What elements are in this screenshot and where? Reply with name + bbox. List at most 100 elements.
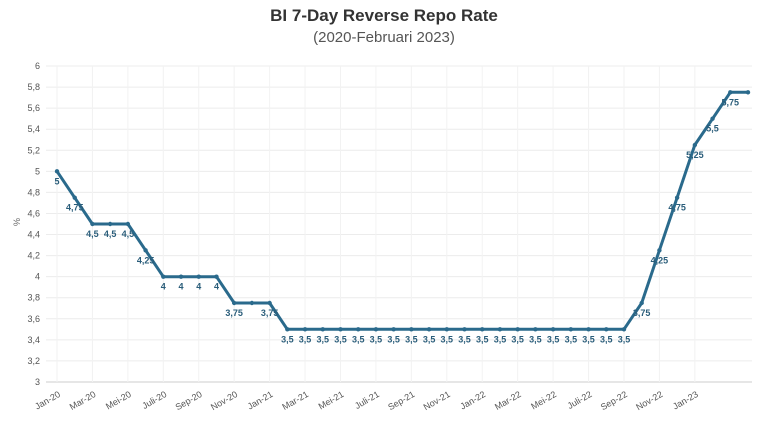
data-point bbox=[409, 327, 414, 332]
data-label: 3,5 bbox=[476, 334, 489, 344]
x-tick-label: Nov-21 bbox=[422, 389, 452, 412]
data-point bbox=[178, 274, 184, 279]
data-label: 4,5 bbox=[104, 229, 117, 239]
data-point bbox=[426, 327, 432, 332]
x-tick-label: Sep-21 bbox=[386, 389, 416, 412]
data-point bbox=[745, 90, 751, 95]
data-point bbox=[692, 142, 698, 148]
data-point bbox=[497, 327, 503, 332]
data-label: 4,75 bbox=[66, 203, 84, 213]
data-label: 4,25 bbox=[137, 255, 155, 265]
y-tick-label: 3,8 bbox=[27, 293, 40, 303]
y-tick-label: 4,8 bbox=[27, 187, 40, 197]
x-tick-label: Jan-23 bbox=[671, 389, 700, 411]
data-label: 4 bbox=[214, 282, 219, 292]
data-label: 3,5 bbox=[511, 334, 524, 344]
data-label: 3,5 bbox=[582, 334, 595, 344]
data-label: 3,5 bbox=[423, 334, 436, 344]
data-point bbox=[107, 221, 113, 227]
data-point bbox=[267, 300, 272, 306]
data-point bbox=[710, 116, 715, 121]
y-tick-label: 3,4 bbox=[27, 335, 40, 345]
data-point bbox=[54, 169, 60, 174]
x-tick-label: Nov-22 bbox=[634, 389, 664, 412]
data-point bbox=[143, 248, 148, 253]
x-tick-label: Jan-20 bbox=[33, 389, 62, 411]
y-tick-label: 3 bbox=[35, 377, 40, 387]
data-labels: 5 4,75 4,5 4,5 4,5 4,25 4 4 4 4 3,75 3,75 3,5 3,5 3,5 3… bbox=[54, 97, 739, 344]
x-tick-label: Mei-21 bbox=[317, 389, 346, 411]
data-point bbox=[480, 327, 485, 332]
data-label: 3,75 bbox=[633, 308, 651, 318]
y-tick-labels: 3 3,2 3,4 3,6 3,8 4 4,2 4,4 4,6 4,8 5 5,2 5,4 5,6 5,8 6 bbox=[27, 61, 40, 387]
chart-subtitle: (2020-Februari 2023) bbox=[313, 29, 455, 46]
data-label: 3,5 bbox=[387, 334, 400, 344]
data-point bbox=[302, 327, 308, 332]
data-point bbox=[231, 300, 237, 306]
y-tick-label: 5,6 bbox=[27, 103, 40, 113]
data-label: 4 bbox=[196, 282, 201, 292]
y-tick-label: 4,6 bbox=[27, 208, 40, 218]
data-label: 4,5 bbox=[86, 229, 99, 239]
data-point bbox=[320, 327, 325, 332]
data-label: 4,75 bbox=[668, 203, 686, 213]
y-tick-label: 4 bbox=[35, 272, 40, 282]
data-point bbox=[125, 221, 131, 227]
data-point bbox=[285, 327, 290, 332]
data-label: 4,5 bbox=[122, 229, 135, 239]
series-line bbox=[55, 90, 748, 331]
y-tick-label: 3,2 bbox=[27, 356, 40, 366]
data-point bbox=[90, 221, 95, 227]
data-label: 3,5 bbox=[299, 334, 312, 344]
data-label: 3,5 bbox=[494, 334, 507, 344]
x-tick-label: Mei-22 bbox=[529, 389, 558, 411]
data-point bbox=[604, 327, 609, 332]
data-label: 5 bbox=[54, 176, 59, 186]
data-points bbox=[54, 90, 751, 332]
data-label: 3,5 bbox=[618, 334, 631, 344]
x-tick-labels: Jan-20 Mar-20 Mei-20 Juli-20 Sep-20 Nov-20 Jan… bbox=[33, 389, 700, 412]
data-label: 3,5 bbox=[370, 334, 383, 344]
y-tick-label: 5,8 bbox=[27, 82, 40, 92]
data-label: 3,5 bbox=[529, 334, 542, 344]
data-label: 3,5 bbox=[458, 334, 471, 344]
x-tick-label: Mar-20 bbox=[68, 389, 98, 412]
x-tick-label: Sep-22 bbox=[599, 389, 629, 412]
data-label: 3,5 bbox=[334, 334, 347, 344]
x-tick-label: Mar-22 bbox=[493, 389, 523, 412]
data-point bbox=[196, 274, 201, 279]
data-point bbox=[515, 327, 520, 332]
data-label: 3,5 bbox=[405, 334, 418, 344]
data-point bbox=[161, 274, 166, 279]
x-tick-label: Juli-21 bbox=[353, 389, 381, 411]
x-tick-label: Jan-21 bbox=[246, 389, 275, 411]
y-tick-label: 4,2 bbox=[27, 251, 40, 261]
chart-title: BI 7-Day Reverse Repo Rate bbox=[270, 6, 498, 25]
data-label: 3,75 bbox=[261, 308, 279, 318]
data-point bbox=[338, 327, 343, 332]
data-label: 3,5 bbox=[600, 334, 613, 344]
x-tick-label: Jan-22 bbox=[458, 389, 487, 411]
data-label: 3,75 bbox=[225, 308, 243, 318]
y-tick-label: 5 bbox=[35, 166, 40, 176]
grid-lines bbox=[46, 65, 752, 383]
data-point bbox=[356, 327, 361, 332]
y-tick-label: 5,4 bbox=[27, 124, 40, 134]
data-point bbox=[249, 300, 255, 306]
data-point bbox=[674, 195, 680, 200]
y-axis-label: % bbox=[12, 218, 22, 226]
data-point bbox=[621, 327, 627, 332]
data-point bbox=[639, 300, 644, 306]
data-label: 3,5 bbox=[565, 334, 578, 344]
data-label: 5,25 bbox=[686, 150, 704, 160]
data-label: 5,5 bbox=[706, 124, 719, 134]
data-point bbox=[657, 248, 662, 253]
data-point bbox=[533, 327, 538, 332]
x-tick-label: Sep-20 bbox=[174, 389, 204, 412]
data-label: 4,25 bbox=[651, 255, 669, 265]
x-tick-label: Nov-20 bbox=[209, 389, 239, 412]
data-point bbox=[72, 195, 77, 200]
x-tick-label: Mei-20 bbox=[104, 389, 133, 411]
